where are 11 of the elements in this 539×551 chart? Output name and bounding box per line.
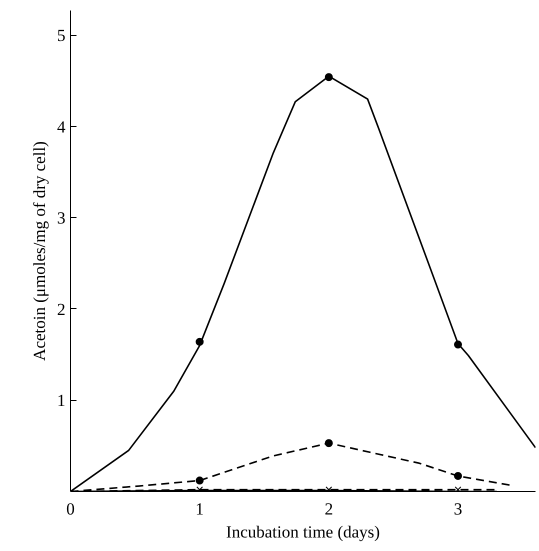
x-tick-label: 3 <box>454 500 462 518</box>
y-tick-label: 4 <box>57 117 66 136</box>
y-tick-label: 3 <box>57 208 66 228</box>
y-tick-label: 5 <box>57 26 66 46</box>
x-tick-label: 0 <box>66 500 75 518</box>
x-axis-title: Incubation time (days) <box>226 522 380 542</box>
y-tick-label: 2 <box>57 300 66 319</box>
y-tick-label: 1 <box>57 391 66 410</box>
x-tick-label: 1 <box>195 500 204 518</box>
y-axis-title: Acetoin (μmoles/mg of dry cell) <box>30 141 49 361</box>
x-tick-label: 2 <box>324 500 334 518</box>
